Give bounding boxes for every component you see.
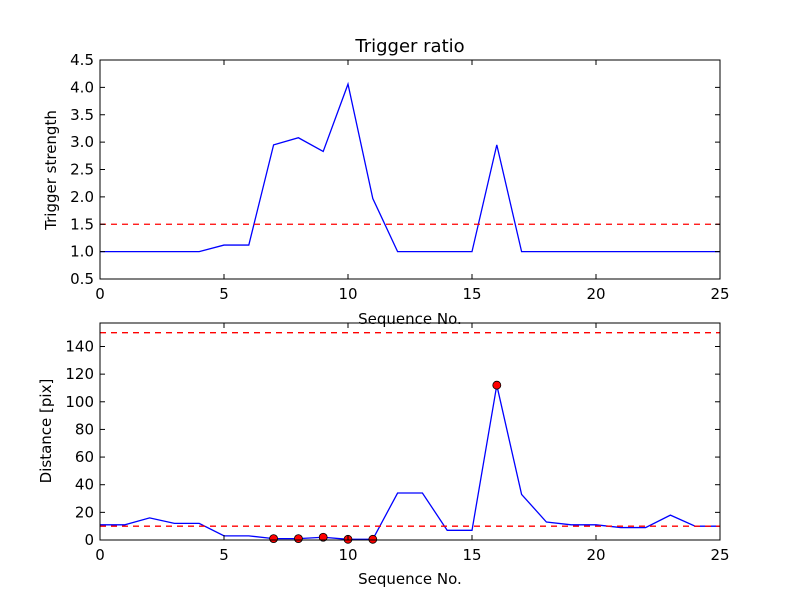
y-tick-label: 2.0 [70,188,94,206]
x-axis-label: Sequence No. [358,310,462,328]
data-point-marker [492,380,502,390]
y-tick-label: 100 [65,393,94,411]
data-point-marker [293,534,303,544]
x-tick-label: 10 [338,285,357,303]
y-tick-label: 120 [65,365,94,383]
x-tick-label: 25 [710,546,729,564]
data-point-marker [318,532,328,542]
y-tick-label: 40 [75,476,94,494]
plot-area: 0 5 10 15 20 25 0.5 1.0 1.5 2.0 2.5 3.0 3.5 4.0 4.5 [70,51,729,303]
data-point-marker [368,534,378,544]
y-tick-label: 0 [84,531,94,549]
y-tick-label: 60 [75,448,94,466]
axes-frame [99,59,721,280]
chart-title: Trigger ratio [354,36,464,57]
y-tick-label: 1.5 [70,215,94,233]
x-tick-label: 0 [95,546,105,564]
x-tick-label: 20 [586,546,605,564]
x-tick-label: 0 [95,285,105,303]
distance-chart: Sequence No. Distance [pix] 0 5 10 15 20 25 0 2… [37,322,730,588]
y-tick-label: 20 [75,503,94,521]
trigger-ratio-chart: Trigger ratio Sequence No. Trigger stren… [42,36,730,328]
y-tick-label: 2.5 [70,161,94,179]
y-tick-label: 1.0 [70,243,94,261]
y-tick-label: 4.5 [70,51,94,69]
axes-frame [99,322,721,541]
series-line [100,81,720,253]
series-line [100,385,720,540]
plot-area: 0 5 10 15 20 25 0 20 40 60 80 100 120 140 [65,322,730,564]
y-axis-label: Trigger strength [42,110,60,231]
x-tick-label: 20 [586,285,605,303]
y-tick-label: 0.5 [70,270,94,288]
x-tick-label: 25 [710,285,729,303]
x-tick-label: 5 [219,546,229,564]
x-axis-label: Sequence No. [358,570,462,588]
x-tick-label: 15 [462,285,481,303]
y-tick-label: 3.0 [70,133,94,151]
y-tick-label: 4.0 [70,78,94,96]
x-tick-label: 5 [219,285,229,303]
data-point-marker [269,534,279,544]
x-tick-label: 15 [462,546,481,564]
x-tick-label: 10 [338,546,357,564]
y-axis-label: Distance [pix] [37,379,55,484]
y-tick-label: 140 [65,337,94,355]
y-tick-label: 80 [75,420,94,438]
y-tick-label: 3.5 [70,106,94,124]
